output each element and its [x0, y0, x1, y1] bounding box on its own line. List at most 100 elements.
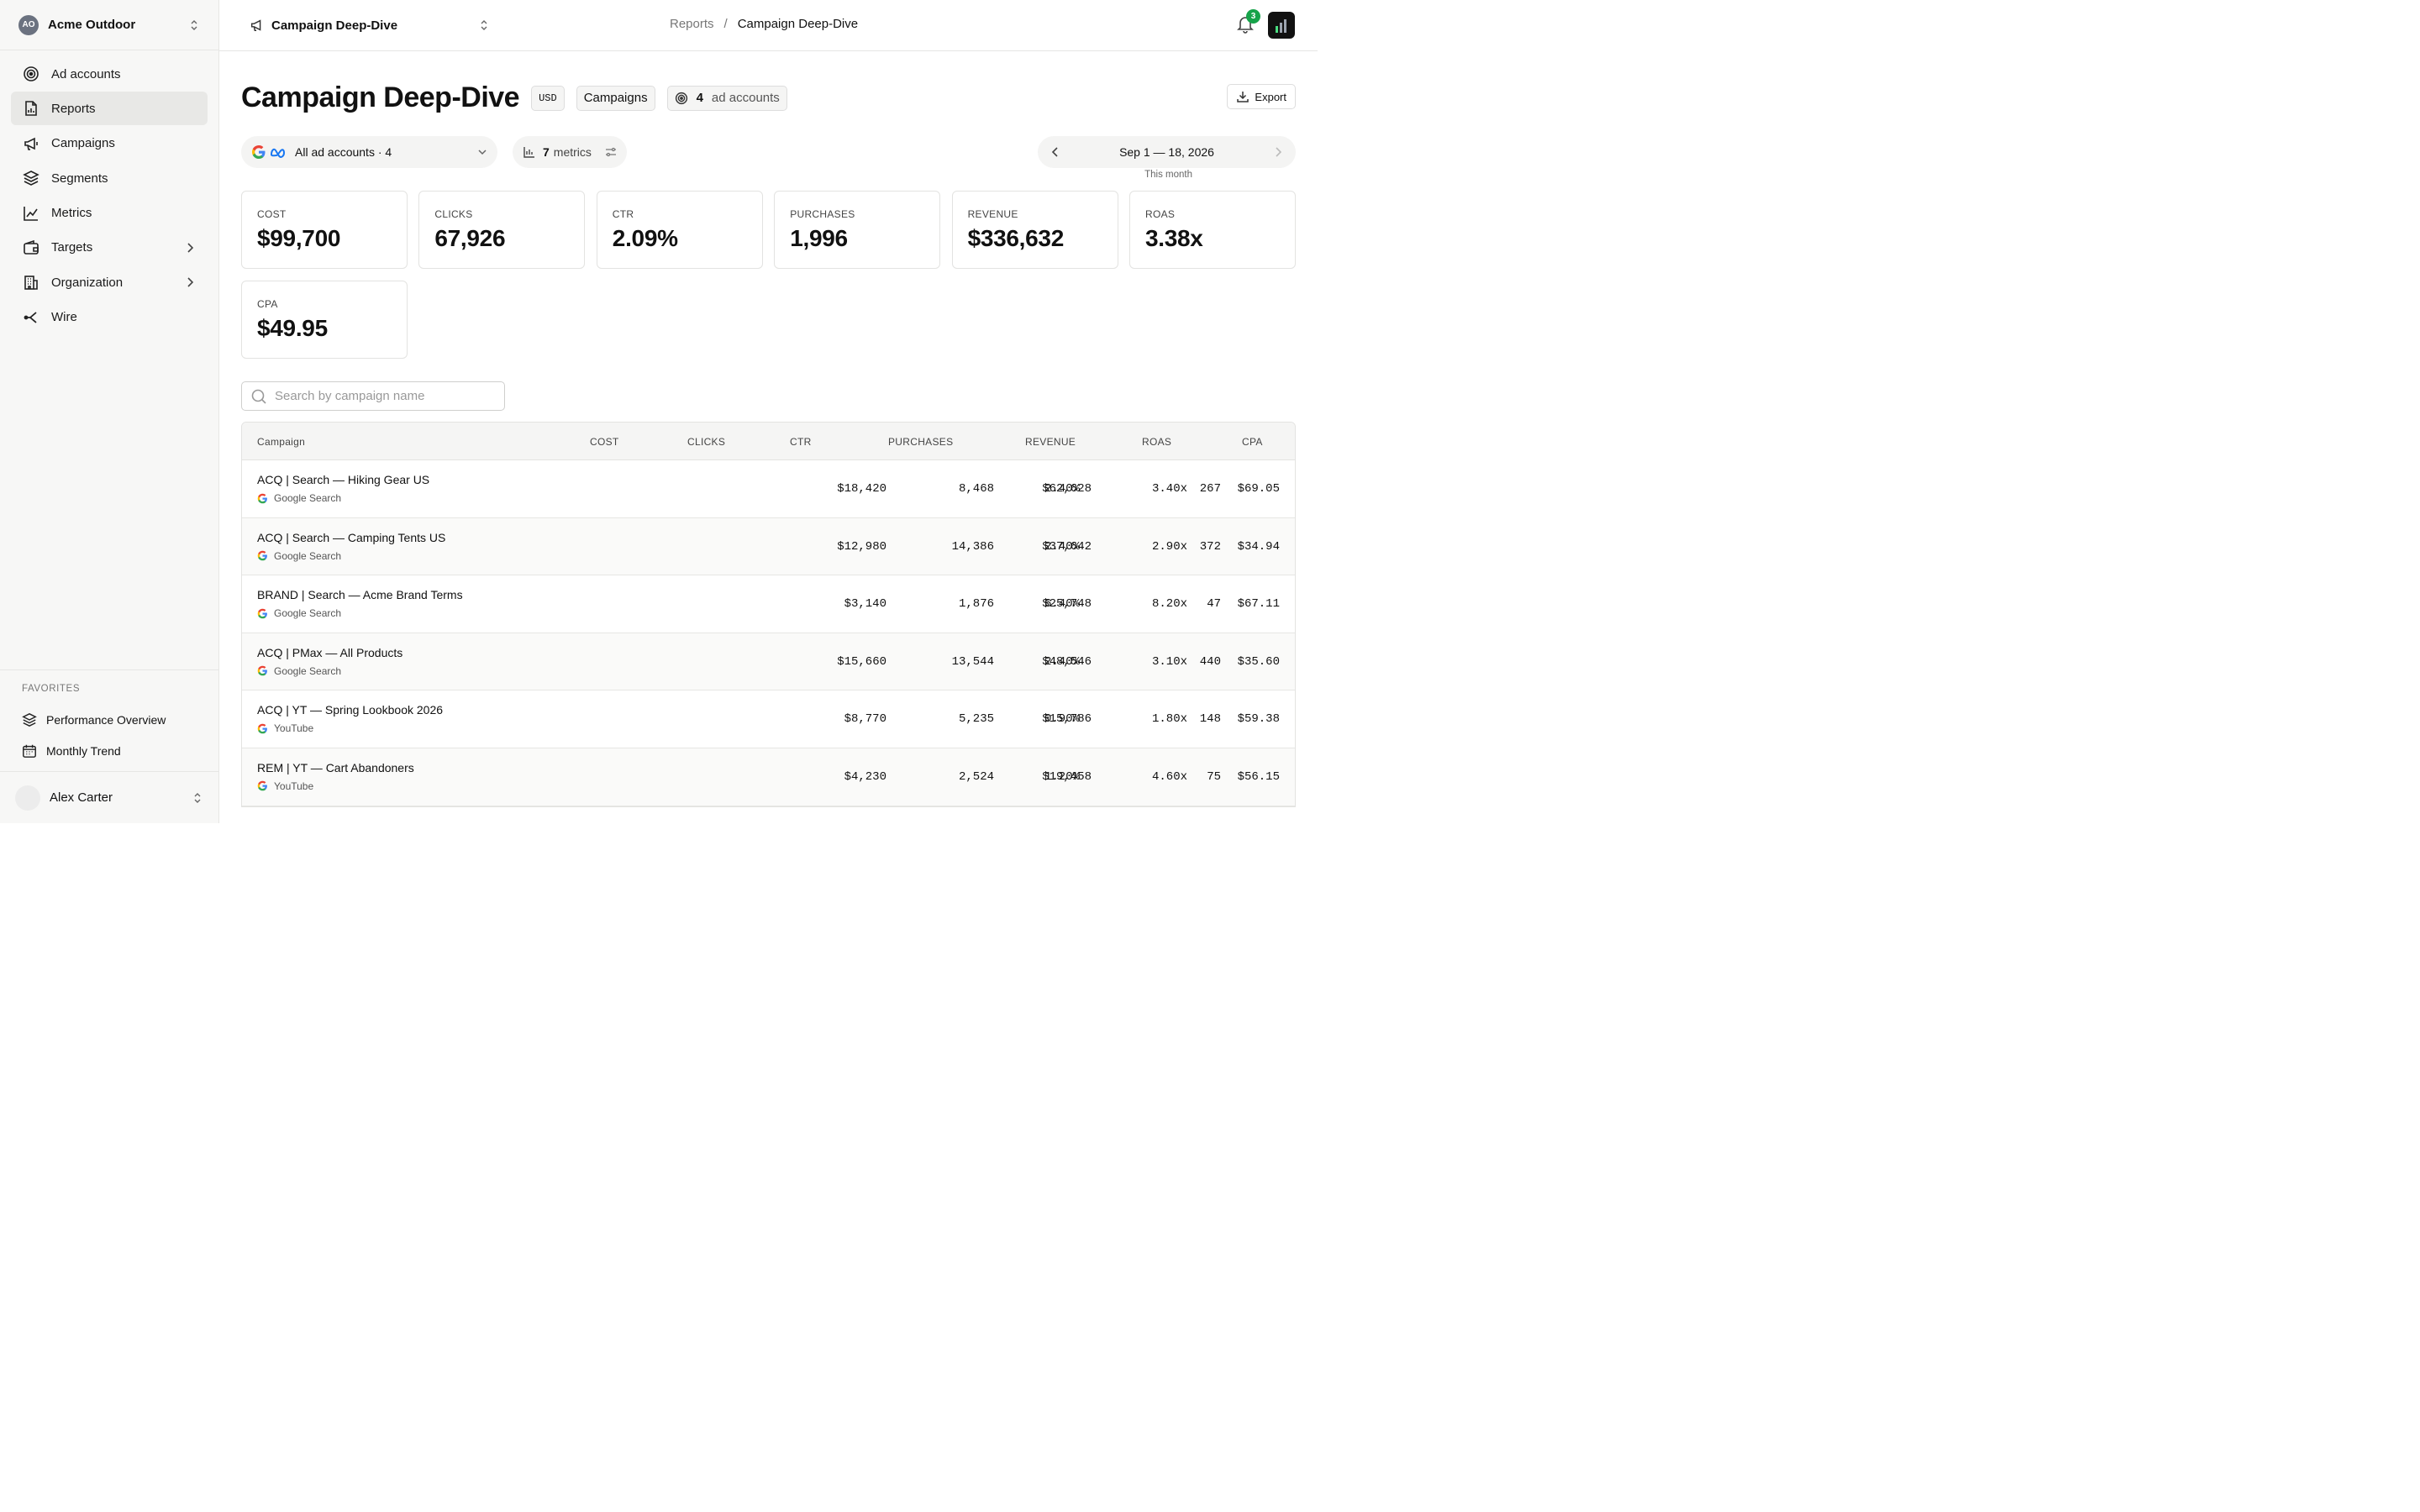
table-cell: $59.38 — [1237, 712, 1280, 727]
search-icon — [250, 388, 267, 405]
favorite-performance-overview[interactable]: Performance Overview — [22, 704, 197, 735]
sidebar-item-campaigns[interactable]: Campaigns — [11, 127, 208, 160]
calendar-icon — [22, 743, 37, 759]
table-cell: $4,230 — [844, 769, 886, 784]
campaign-source: Google Search — [257, 665, 341, 677]
table-row[interactable]: ACQ | PMax — All Products Google Search $1… — [242, 633, 1295, 691]
table-cell: $62,628 — [1042, 482, 1092, 496]
column-header-ctr[interactable]: CTR — [790, 436, 812, 448]
table-row[interactable]: ACQ | Search — Hiking Gear US Google Sear… — [242, 460, 1295, 518]
sidebar-item-ad-accounts[interactable]: Ad accounts — [11, 57, 208, 91]
sidebar-item-metrics[interactable]: Metrics — [11, 197, 208, 230]
favorite-monthly-trend[interactable]: Monthly Trend — [22, 735, 197, 766]
column-header-cost[interactable]: COST — [590, 436, 619, 448]
sliders-icon — [605, 146, 617, 158]
campaign-search-input[interactable]: Search by campaign name — [241, 381, 505, 411]
table-cell: $15,786 — [1042, 712, 1092, 727]
table-cell: 440 — [1199, 654, 1221, 669]
campaign-name[interactable]: REM | YT — Cart Abandoners — [257, 760, 414, 774]
table-cell: 1.20% — [1044, 769, 1080, 784]
table-cell: $34.94 — [1237, 539, 1280, 554]
sidebar-item-segments[interactable]: Segments — [11, 161, 208, 195]
date-range-picker[interactable]: Sep 1 — 18, 2026 — [1038, 136, 1296, 168]
breadcrumb-current: Campaign Deep-Dive — [737, 17, 859, 31]
sidebar-item-organization[interactable]: Organization — [11, 265, 208, 299]
column-header-purchases[interactable]: PURCHASES — [888, 436, 954, 448]
sidebar-item-label: Campaigns — [51, 136, 115, 151]
table-body: ACQ | Search — Hiking Gear US Google Sear… — [242, 460, 1295, 806]
table-cell: 75 — [1207, 769, 1221, 784]
org-switcher[interactable]: AO Acme Outdoor — [0, 0, 218, 50]
table-row[interactable]: REM | YT — Cart Abandoners YouTube $4,230 2… — [242, 748, 1295, 806]
campaign-name[interactable]: BRAND | Search — Acme Brand Terms — [257, 588, 463, 602]
sidebar-nav: Ad accounts Reports Campaigns Segments M… — [0, 50, 218, 334]
sidebar-item-wire[interactable]: Wire — [11, 301, 208, 334]
campaign-source: YouTube — [257, 780, 313, 792]
table-cell: 2.40% — [1044, 539, 1080, 554]
sidebar: AO Acme Outdoor Ad accounts Reports Camp… — [0, 0, 219, 823]
table-cell: $67.11 — [1237, 597, 1280, 612]
campaign-name[interactable]: ACQ | PMax — All Products — [257, 645, 403, 659]
metrics-selector[interactable]: 7 metrics — [513, 136, 627, 168]
campaign-source-label: Google Search — [274, 664, 342, 677]
table-cell: 8,468 — [958, 482, 994, 496]
export-button[interactable]: Export — [1227, 84, 1296, 109]
column-header-revenue[interactable]: REVENUE — [1025, 436, 1076, 448]
chevron-right-icon[interactable] — [1272, 146, 1284, 158]
kpi-value: $336,632 — [967, 225, 1065, 251]
sidebar-item-label: Wire — [51, 310, 77, 325]
kpi-value: 3.38x — [1145, 225, 1203, 251]
building-icon — [23, 274, 39, 291]
sidebar-item-label: Targets — [51, 240, 93, 255]
kpi-card-ctr: CTR 2.09% — [596, 191, 763, 269]
app-logo-icon[interactable] — [1268, 12, 1295, 39]
kpi-value: 2.09% — [612, 225, 678, 251]
table-cell: $37,642 — [1042, 539, 1092, 554]
notification-badge: 3 — [1246, 9, 1260, 24]
column-header-cpa[interactable]: CPA — [1242, 436, 1263, 448]
chevron-right-icon — [184, 242, 196, 254]
chevron-right-icon — [184, 276, 196, 288]
table-row[interactable]: ACQ | YT — Spring Lookbook 2026 YouTube $8… — [242, 690, 1295, 748]
campaign-name[interactable]: ACQ | Search — Hiking Gear US — [257, 473, 430, 486]
sidebar-item-reports[interactable]: Reports — [11, 92, 208, 126]
google-logo-icon — [257, 550, 268, 561]
table-cell: 2,524 — [958, 769, 994, 784]
column-header-clicks[interactable]: CLICKS — [687, 436, 726, 448]
user-menu[interactable]: Alex Carter — [0, 771, 218, 823]
sidebar-item-label: Reports — [51, 101, 96, 116]
table-cell: 2.90x — [1151, 539, 1187, 554]
table-cell: 2.40% — [1044, 482, 1080, 496]
filters-bar: All ad accounts · 4 7 metrics Sep 1 — 18… — [241, 136, 1296, 170]
table-header: Campaign COST CLICKS CTR PURCHASES REVEN… — [242, 423, 1295, 460]
table-cell: 6.40% — [1044, 597, 1080, 612]
chevron-up-down-icon — [478, 19, 490, 31]
kpi-label: ROAS — [1145, 208, 1176, 220]
share-icon — [23, 309, 39, 326]
campaign-name[interactable]: ACQ | YT — Spring Lookbook 2026 — [257, 703, 444, 717]
google-logo-icon — [251, 144, 266, 160]
table-cell: $56.15 — [1237, 769, 1280, 784]
report-switcher[interactable]: Campaign Deep-Dive — [250, 18, 490, 33]
column-header-campaign[interactable]: Campaign — [257, 436, 306, 448]
org-name: Acme Outdoor — [48, 18, 136, 32]
campaign-name[interactable]: ACQ | Search — Camping Tents US — [257, 530, 446, 544]
layers-icon — [23, 170, 39, 186]
google-logo-icon — [257, 723, 268, 734]
sidebar-item-label: Organization — [51, 275, 124, 290]
table-cell: 267 — [1199, 482, 1221, 496]
download-icon — [1236, 90, 1249, 103]
chevron-left-icon[interactable] — [1050, 146, 1061, 158]
table-row[interactable]: ACQ | Search — Camping Tents US Google Se… — [242, 517, 1295, 576]
sidebar-item-targets[interactable]: Targets — [11, 231, 208, 265]
ad-accounts-select[interactable]: All ad accounts · 4 — [241, 136, 497, 168]
metrics-label: metrics — [553, 145, 592, 159]
column-header-roas[interactable]: ROAS — [1142, 436, 1172, 448]
kpi-card-roas: ROAS 3.38x — [1129, 191, 1296, 269]
kpi-label: REVENUE — [967, 208, 1018, 220]
breadcrumb-link-reports[interactable]: Reports — [670, 17, 714, 31]
accounts-chip[interactable]: 4 ad accounts — [666, 85, 787, 111]
chevron-down-icon — [477, 147, 487, 157]
megaphone-icon — [23, 135, 39, 152]
table-row[interactable]: BRAND | Search — Acme Brand Terms Google … — [242, 575, 1295, 633]
